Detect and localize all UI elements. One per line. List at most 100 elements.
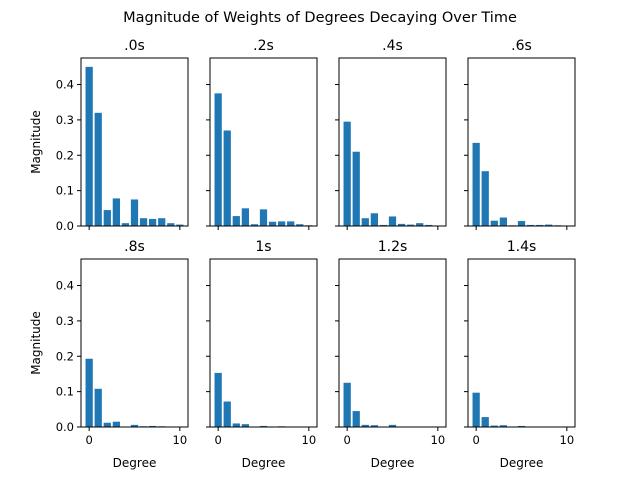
bar-degree-4 xyxy=(379,224,388,226)
bar-degree-5 xyxy=(517,425,526,427)
x-axis-label: Degree xyxy=(242,456,286,470)
axes-frame xyxy=(338,258,447,428)
bar-degree-2 xyxy=(103,210,111,226)
bar-degree-7 xyxy=(278,221,286,226)
y-tick-label: 0.1 xyxy=(56,385,74,399)
bar-degree-1 xyxy=(352,411,360,427)
bar-degree-2 xyxy=(232,423,240,427)
bar-degree-9 xyxy=(425,224,433,226)
bar-degree-7 xyxy=(149,218,157,226)
bar-degree-3 xyxy=(241,208,249,226)
axes-frame xyxy=(467,57,576,227)
y-tick-label: 0.1 xyxy=(56,184,74,198)
bar-degree-0 xyxy=(343,382,351,427)
panel-1: .0s 0.0 0.1 0.2 0.3 0.4 Magnitude xyxy=(29,38,189,233)
bar-degree-7 xyxy=(536,224,544,226)
bar-degree-8 xyxy=(545,224,553,226)
bar-degree-5 xyxy=(388,216,397,226)
bar-degree-8 xyxy=(416,223,424,226)
panel-6: 1s 0 10 Degree xyxy=(206,239,318,470)
bar-degree-7 xyxy=(149,425,157,427)
x-axis-label: Degree xyxy=(500,456,544,470)
bar-degree-1 xyxy=(223,401,231,427)
bar-degree-2 xyxy=(490,220,498,226)
axes-frame xyxy=(209,258,318,428)
axes-frame xyxy=(209,57,318,227)
y-tick-label: 0.3 xyxy=(56,113,74,127)
bar-degree-0 xyxy=(85,358,93,427)
bar-degree-0 xyxy=(85,66,93,226)
panel-7: 1.2s 0 10 Degree xyxy=(335,239,447,470)
x-axis-label: Degree xyxy=(113,456,157,470)
bar-degree-1 xyxy=(481,417,489,427)
bar-degree-3 xyxy=(370,425,378,427)
bar-degree-0 xyxy=(214,93,222,227)
axes-frame xyxy=(80,57,189,227)
x-axis-label: Degree xyxy=(371,456,415,470)
x-tick-label: 10 xyxy=(173,433,188,447)
panel-3: .4s xyxy=(335,38,447,230)
panel-8: 1.4s 0 10 Degree xyxy=(464,239,576,470)
panel-title: .2s xyxy=(253,38,274,54)
bar-degree-8 xyxy=(287,221,295,226)
bar-degree-9 xyxy=(296,224,304,226)
y-tick-label: 0.0 xyxy=(56,219,74,233)
bar-degree-5 xyxy=(259,425,268,427)
y-tick-label: 0.2 xyxy=(56,148,74,162)
panel-5: .8s 0.0 0.1 0.2 0.3 0.4 0 10 Degree Magnitude xyxy=(29,239,189,470)
bar-degree-5 xyxy=(259,209,268,226)
bar-degree-2 xyxy=(361,424,369,427)
bar-degree-0 xyxy=(472,392,480,427)
x-tick-label: 10 xyxy=(560,433,575,447)
bar-degree-9 xyxy=(167,223,175,226)
bar-degree-2 xyxy=(490,425,498,427)
x-tick-label: 0 xyxy=(85,433,92,447)
axes-frame xyxy=(467,258,576,428)
x-tick-label: 10 xyxy=(431,433,446,447)
y-axis-label: Magnitude xyxy=(29,311,43,375)
figure-title: Magnitude of Weights of Degrees Decaying… xyxy=(123,10,517,26)
bar-degree-1 xyxy=(94,112,102,226)
bar-degree-7 xyxy=(407,224,415,226)
y-tick-label: 0.2 xyxy=(56,349,74,363)
x-tick-label: 0 xyxy=(472,433,479,447)
panel-title: 1s xyxy=(255,239,271,255)
bar-degree-1 xyxy=(481,171,489,226)
bar-degree-2 xyxy=(232,216,240,226)
bar-degree-5 xyxy=(130,199,139,226)
panel-title: .8s xyxy=(124,239,145,255)
y-tick-label: 0.3 xyxy=(56,314,74,328)
bar-degree-1 xyxy=(223,130,231,226)
bar-degree-3 xyxy=(370,213,378,226)
bar-degree-3 xyxy=(241,424,249,427)
bar-degree-8 xyxy=(158,218,166,226)
panel-title: .0s xyxy=(124,38,145,54)
bar-degree-6 xyxy=(526,224,535,226)
panel-title: 1.2s xyxy=(378,239,408,255)
axes-frame xyxy=(338,57,447,227)
bar-degree-3 xyxy=(112,421,120,427)
x-tick-label: 0 xyxy=(214,433,221,447)
bar-degree-3 xyxy=(499,217,507,226)
y-tick-label: 0.4 xyxy=(56,78,74,92)
bar-degree-2 xyxy=(103,422,111,427)
panel-4: .6s xyxy=(464,38,576,230)
bar-degree-0 xyxy=(472,142,480,226)
panel-2: .2s xyxy=(206,38,318,230)
y-axis-label: Magnitude xyxy=(29,110,43,174)
bar-degree-4 xyxy=(121,223,130,226)
y-tick-label: 0.0 xyxy=(56,420,74,434)
bar-degree-5 xyxy=(388,424,397,427)
axes-frame xyxy=(80,258,189,428)
panel-title: .6s xyxy=(511,38,532,54)
bar-degree-3 xyxy=(112,198,120,226)
bar-degree-5 xyxy=(517,221,526,226)
bar-degree-2 xyxy=(361,218,369,226)
bar-degree-1 xyxy=(94,388,102,427)
bar-degree-0 xyxy=(343,121,351,226)
panel-title: 1.4s xyxy=(507,239,537,255)
bar-degree-4 xyxy=(250,224,259,226)
y-tick-label: 0.4 xyxy=(56,279,74,293)
bar-degree-6 xyxy=(397,223,406,226)
